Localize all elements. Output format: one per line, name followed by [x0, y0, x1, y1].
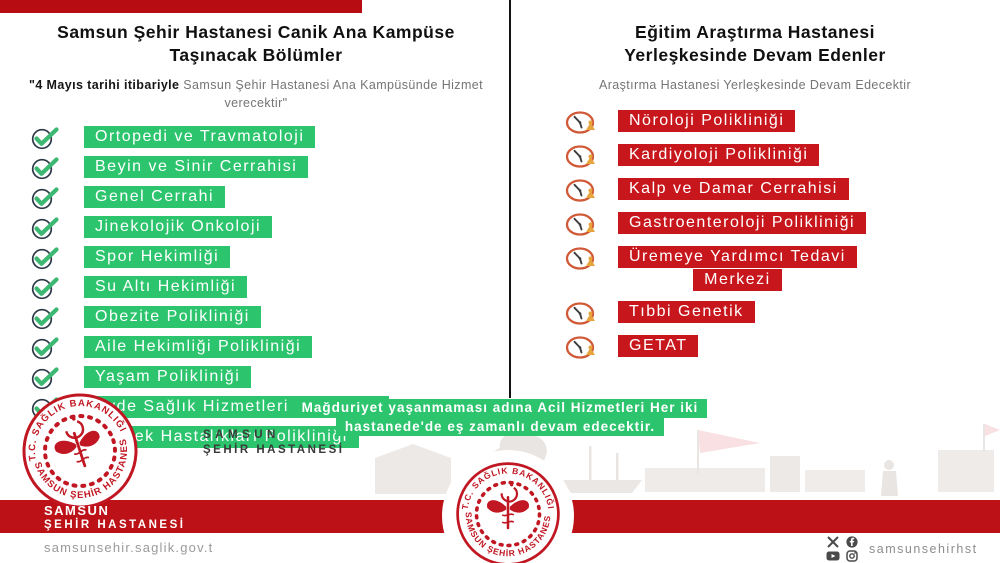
- check-icon: [28, 306, 65, 330]
- top-accent-bar: [0, 0, 362, 13]
- list-item: Kalp ve Damar Cerrahisi: [564, 178, 988, 203]
- clock-icon: [564, 178, 602, 203]
- social-handle: samsunsehirhst: [869, 542, 978, 556]
- column-divider: [509, 0, 511, 398]
- department-label: Ortopedi ve Travmatoloji: [84, 126, 316, 148]
- department-pill-wrap: GETAT: [618, 334, 699, 358]
- department-label: GETAT: [618, 334, 699, 357]
- list-item: Tıbbi Genetik: [564, 300, 988, 326]
- hospital-wordmark: SAMSUN ŞEHİR HASTANESİ: [203, 429, 344, 456]
- footer-brand: SAMSUN ŞEHİR HASTANESİ: [44, 503, 185, 531]
- department-pill-wrap: Ortopedi ve Travmatoloji: [84, 126, 316, 149]
- social-icons: [826, 536, 858, 562]
- department-label: Kardiyoloji Polikliniği: [618, 144, 820, 167]
- subtitle-bold-part: "4 Mayıs tarihi itibariyle: [29, 77, 180, 92]
- department-label: Su Altı Hekimliği: [84, 276, 248, 298]
- list-item: Yaşam Polikliniği: [28, 366, 497, 390]
- ministry-seal-logo: [454, 460, 562, 563]
- clock-icon: [564, 110, 602, 135]
- department-label: Genel Cerrahi: [84, 186, 226, 208]
- list-item: Spor Hekimliği: [28, 246, 497, 270]
- department-pill-wrap: Kalp ve Damar Cerrahisi: [618, 178, 849, 201]
- department-label: Gastroenteroloji Polikliniği: [618, 212, 867, 235]
- list-item: Beyin ve Sinir Cerrahisi: [28, 156, 497, 180]
- emergency-banner: Mağduriyet yaşanmaması adına Acil Hizmet…: [0, 399, 1000, 436]
- list-item: Genel Cerrahi: [28, 186, 497, 210]
- department-pill-wrap: Yaşam Polikliniği: [84, 366, 252, 389]
- department-pill-wrap: Aile Hekimliği Polikliniği: [84, 336, 313, 359]
- subtitle-rest-part: Samsun Şehir Hastanesi Ana Kampüsünde Hi…: [179, 77, 483, 111]
- clock-icon: [564, 301, 602, 326]
- department-pill-wrap: Kardiyoloji Polikliniği: [618, 144, 820, 167]
- social-block: samsunsehirhst: [826, 536, 978, 562]
- department-pill-wrap: Jinekolojik Onkoloji: [84, 216, 273, 239]
- website-url: samsunsehir.saglik.gov.t: [44, 540, 214, 555]
- list-item: Jinekolojik Onkoloji: [28, 216, 497, 240]
- right-column: Eğitim Araştırma Hastanesi Yerleşkesinde…: [522, 21, 988, 369]
- list-item: Aile Hekimliği Polikliniği: [28, 336, 497, 360]
- check-icon: [28, 126, 65, 150]
- x-icon: [827, 536, 839, 548]
- list-item: Obezite Polikliniği: [28, 306, 497, 330]
- clock-icon: [564, 335, 602, 360]
- department-pill-wrap: Nöroloji Polikliniği: [618, 110, 796, 133]
- department-label: Üremeye Yardımcı Tedavi Merkezi: [618, 246, 857, 291]
- department-label: Kalp ve Damar Cerrahisi: [618, 178, 849, 201]
- left-column-title: Samsun Şehir Hastanesi Canik Ana Kampüse…: [57, 22, 455, 65]
- youtube-icon: [826, 551, 840, 561]
- list-item: Ortopedi ve Travmatoloji: [28, 126, 497, 150]
- check-icon: [28, 246, 65, 270]
- hospital-wordmark-line1: SAMSUN: [203, 429, 280, 441]
- department-pill-wrap: Su Altı Hekimliği: [84, 276, 248, 299]
- check-icon: [28, 216, 65, 240]
- center-seal-badge: [442, 450, 574, 563]
- check-icon: [28, 336, 65, 360]
- facebook-icon: [846, 536, 858, 548]
- department-pill-wrap: Genel Cerrahi: [84, 186, 226, 209]
- list-item: GETAT: [564, 334, 988, 360]
- left-department-list: Ortopedi ve Travmatoloji Beyin ve Sinir …: [15, 126, 497, 450]
- list-item: Üremeye Yardımcı Tedavi Merkezi: [564, 246, 988, 291]
- right-department-list: Nöroloji Polikliniği Kardiy: [522, 110, 988, 359]
- footer-brand-line1: SAMSUN: [44, 503, 110, 518]
- department-label: Tıbbi Genetik: [618, 300, 755, 323]
- list-item: Su Altı Hekimliği: [28, 276, 497, 300]
- department-pill-wrap: Beyin ve Sinir Cerrahisi: [84, 156, 309, 179]
- hospital-wordmark-line2: ŞEHİR HASTANESİ: [203, 444, 345, 456]
- list-item: Gastroenteroloji Polikliniği: [564, 212, 988, 237]
- check-icon: [28, 186, 65, 210]
- department-pill-wrap: Tıbbi Genetik: [618, 300, 755, 324]
- left-column: Samsun Şehir Hastanesi Canik Ana Kampüse…: [15, 21, 497, 456]
- department-pill-wrap: Gastroenteroloji Polikliniği: [618, 212, 867, 235]
- clock-icon: [564, 212, 602, 237]
- check-icon: [28, 156, 65, 180]
- banner-line-2: hastanede'de eş zamanlı devam edecektir.: [335, 417, 665, 436]
- footer-brand-line2: ŞEHİR HASTANESİ: [44, 519, 186, 531]
- check-icon: [28, 276, 65, 300]
- department-pill-wrap: Üremeye Yardımcı Tedavi Merkezi: [618, 246, 857, 291]
- left-column-subtitle: "4 Mayıs tarihi itibariyle Samsun Şehir …: [15, 76, 497, 114]
- clock-icon: [564, 144, 602, 169]
- list-item: Nöroloji Polikliniği: [564, 110, 988, 135]
- list-item: Kardiyoloji Polikliniği: [564, 144, 988, 169]
- department-label: Yaşam Polikliniği: [84, 366, 252, 388]
- right-column-title: Eğitim Araştırma Hastanesi Yerleşkesinde…: [624, 22, 886, 65]
- check-icon: [28, 366, 65, 390]
- instagram-icon: [846, 550, 858, 562]
- department-label: Nöroloji Polikliniği: [618, 110, 796, 133]
- department-label: Obezite Polikliniği: [84, 306, 261, 328]
- right-column-subtitle: Araştırma Hastanesi Yerleşkesinde Devam …: [598, 77, 912, 92]
- banner-line-1: Mağduriyet yaşanmaması adına Acil Hizmet…: [292, 399, 708, 418]
- department-label: Jinekolojik Onkoloji: [84, 216, 273, 238]
- department-label: Beyin ve Sinir Cerrahisi: [84, 156, 309, 178]
- department-label: Aile Hekimliği Polikliniği: [84, 336, 313, 358]
- clock-icon: [564, 246, 602, 271]
- department-pill-wrap: Spor Hekimliği: [84, 246, 231, 269]
- department-label: Spor Hekimliği: [84, 246, 231, 268]
- department-pill-wrap: Obezite Polikliniği: [84, 306, 261, 329]
